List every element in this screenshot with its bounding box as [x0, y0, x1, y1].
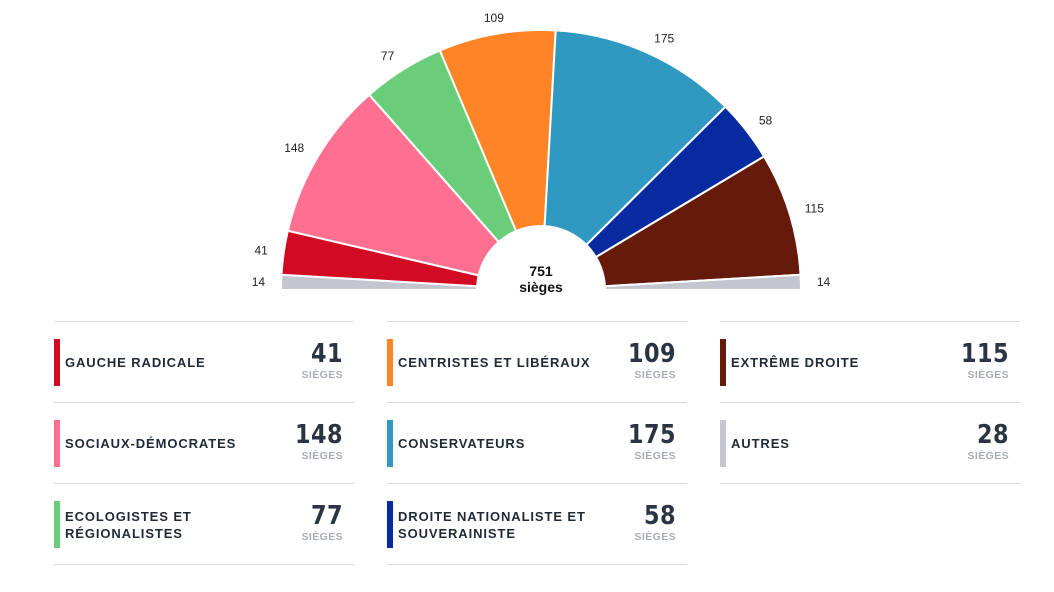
- seat-unit-label: SIÈGES: [967, 369, 1009, 381]
- legend-column-3: EXTRÊME DROITE 115 SIÈGES AUTRES 28 SIÈGES: [720, 321, 1020, 484]
- legend-entry: ECOLOGISTES ET RÉGIONALISTES 77 SIÈGES: [54, 483, 354, 565]
- seat-count-box: 175 SIÈGES: [596, 421, 676, 462]
- party-name: AUTRES: [731, 436, 790, 451]
- legend-swatch: [387, 339, 393, 386]
- seat-unit-label: SIÈGES: [301, 531, 343, 543]
- legend-entry: CENTRISTES ET LIBÉRAUX 109 SIÈGES: [387, 321, 687, 402]
- legend-entry: GAUCHE RADICALE 41 SIÈGES: [54, 321, 354, 402]
- legend-column-2: CENTRISTES ET LIBÉRAUX 109 SIÈGES CONSERVAT…: [387, 321, 687, 565]
- legend-entry: AUTRES 28 SIÈGES: [720, 402, 1020, 484]
- party-name: SOCIAUX-DÉMOCRATES: [65, 436, 237, 451]
- legend-column-1: GAUCHE RADICALE 41 SIÈGES SOCIAUX-DÉMOCRATE…: [54, 321, 354, 565]
- legend-entry: CONSERVATEURS 175 SIÈGES: [387, 402, 687, 483]
- seat-count-box: 148 SIÈGES: [263, 421, 343, 462]
- legend-swatch: [54, 420, 60, 467]
- party-name: CENTRISTES ET LIBÉRAUX: [398, 355, 591, 370]
- seat-count: 41: [311, 339, 343, 369]
- hemicycle-segment-label-4: 109: [484, 11, 504, 25]
- seat-count-box: 41 SIÈGES: [263, 340, 343, 381]
- legend-entry: SOCIAUX-DÉMOCRATES 148 SIÈGES: [54, 402, 354, 483]
- hemicycle-segment-5: [543, 29, 727, 247]
- legend-entry: EXTRÊME DROITE 115 SIÈGES: [720, 321, 1020, 402]
- hemicycle-segment-label-6: 58: [759, 114, 773, 128]
- party-name: DROITE NATIONALISTE ET SOUVERAINISTE: [398, 508, 586, 541]
- seat-count: 77: [311, 501, 343, 531]
- hemicycle-segment-2: [286, 93, 501, 277]
- hemicycle-segment-label-8: 14: [817, 275, 831, 289]
- hemicycle-segment-label-7: 115: [805, 202, 824, 216]
- seat-unit-label: SIÈGES: [634, 531, 676, 543]
- seat-count: 58: [644, 501, 676, 531]
- center-total-unit: sièges: [519, 279, 563, 295]
- hemicycle-segment-7: [594, 155, 802, 288]
- seat-count-box: 109 SIÈGES: [596, 340, 676, 381]
- seat-count: 28: [977, 420, 1009, 450]
- hemicycle-segment-label-0: 14: [252, 275, 266, 289]
- legend-swatch: [387, 420, 393, 467]
- legend-swatch: [54, 501, 60, 548]
- legend-swatch: [720, 339, 726, 386]
- hemicycle-chart: 14 41 148 77 109 175 58 115 14 751 sièges: [252, 11, 831, 295]
- hemicycle-segment-label-3: 77: [381, 49, 395, 63]
- legend-swatch: [720, 420, 726, 467]
- legend-swatch: [54, 339, 60, 386]
- seat-count: 109: [628, 339, 676, 369]
- party-name: GAUCHE RADICALE: [65, 355, 206, 370]
- seat-count-box: 58 SIÈGES: [596, 502, 676, 543]
- party-name: CONSERVATEURS: [398, 436, 526, 451]
- seat-unit-label: SIÈGES: [967, 450, 1009, 462]
- center-total-number: 751: [529, 263, 553, 279]
- hemicycle-segment-label-2: 148: [284, 141, 304, 155]
- seat-count: 115: [961, 339, 1009, 369]
- party-name: ECOLOGISTES ET RÉGIONALISTES: [65, 508, 192, 541]
- seat-count-box: 28 SIÈGES: [929, 421, 1009, 462]
- seat-unit-label: SIÈGES: [301, 450, 343, 462]
- seat-unit-label: SIÈGES: [634, 450, 676, 462]
- hemicycle-segment-8: [603, 273, 803, 291]
- seat-count: 148: [295, 420, 343, 450]
- legend-entry: DROITE NATIONALISTE ET SOUVERAINISTE 58 SI…: [387, 483, 687, 565]
- hemicycle-segment-label-1: 41: [255, 243, 269, 257]
- seat-unit-label: SIÈGES: [301, 369, 343, 381]
- hemicycle-segment-label-5: 175: [654, 31, 674, 45]
- seat-count-box: 77 SIÈGES: [263, 502, 343, 543]
- seat-unit-label: SIÈGES: [634, 369, 676, 381]
- legend-swatch: [387, 501, 393, 548]
- seat-count-box: 115 SIÈGES: [929, 340, 1009, 381]
- party-name: EXTRÊME DROITE: [731, 355, 860, 370]
- seat-count: 175: [628, 420, 676, 450]
